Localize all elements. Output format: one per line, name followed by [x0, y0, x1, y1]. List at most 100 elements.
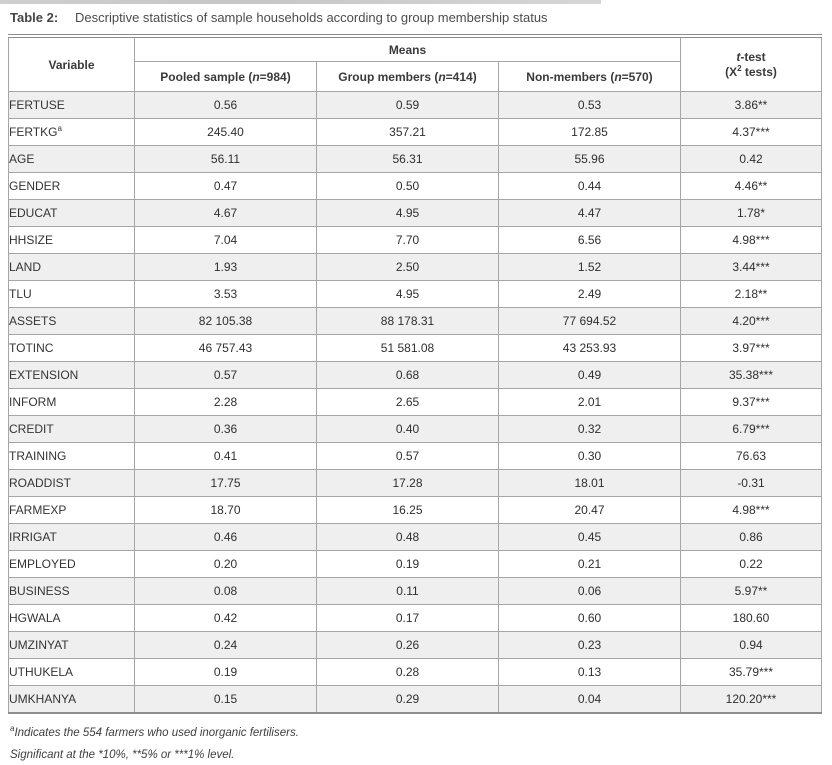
ttest-value: 4.98***: [680, 496, 822, 524]
ttest-value: 120.20***: [680, 685, 822, 714]
mean-value: 245.40: [134, 118, 317, 146]
mean-value: 0.53: [498, 91, 681, 119]
variable-label: ROADDIST: [8, 469, 135, 497]
mean-value: 18.70: [134, 496, 317, 524]
table-footnotes: aIndicates the 554 farmers who used inor…: [10, 725, 832, 763]
mean-value: 0.36: [134, 415, 317, 443]
variable-label: HGWALA: [8, 604, 135, 632]
mean-value: 0.40: [316, 415, 499, 443]
mean-value: 0.68: [316, 361, 499, 389]
variable-label: AGE: [8, 145, 135, 173]
table-row: INFORM 2.28 2.65 2.01 9.37***: [8, 388, 822, 416]
mean-value: 0.57: [134, 361, 317, 389]
mean-value: 4.47: [498, 199, 681, 227]
mean-value: 0.23: [498, 631, 681, 659]
mean-value: 0.46: [134, 523, 317, 551]
ttest-value: 1.78*: [680, 199, 822, 227]
mean-value: 172.85: [498, 118, 681, 146]
ttest-value: 2.18**: [680, 280, 822, 308]
ttest-value: 35.38***: [680, 361, 822, 389]
table-container: Variable Means t-test (X2 tests) Pooled …: [8, 34, 824, 714]
table-row: FERTUSE 0.56 0.59 0.53 3.86**: [8, 91, 822, 119]
mean-value: 0.28: [316, 658, 499, 686]
mean-value: 18.01: [498, 469, 681, 497]
mean-value: 0.26: [316, 631, 499, 659]
variable-label: FERTUSE: [8, 91, 135, 119]
mean-value: 0.30: [498, 442, 681, 470]
mean-value: 51 581.08: [316, 334, 499, 362]
variable-label: LAND: [8, 253, 135, 281]
table-caption: Table 2: Descriptive statistics of sampl…: [0, 0, 832, 29]
mean-value: 0.19: [316, 550, 499, 578]
variable-label: UMKHANYA: [8, 685, 135, 714]
ttest-value: 6.79***: [680, 415, 822, 443]
mean-value: 0.50: [316, 172, 499, 200]
mean-value: 4.67: [134, 199, 317, 227]
ttest-value: 0.94: [680, 631, 822, 659]
variable-label: BUSINESS: [8, 577, 135, 605]
column-header-means: Means: [134, 35, 681, 62]
table-row: EXTENSION 0.57 0.68 0.49 35.38***: [8, 361, 822, 389]
column-header-pooled-sample: Pooled sample (n=984): [134, 61, 317, 92]
mean-value: 56.31: [316, 145, 499, 173]
table-row: TOTINC 46 757.43 51 581.08 43 253.93 3.97***: [8, 334, 822, 362]
table-caption-label: Table 2:: [10, 10, 59, 25]
variable-label: IRRIGAT: [8, 523, 135, 551]
variable-footnote-marker: a: [57, 124, 62, 133]
table-row: GENDER 0.47 0.50 0.44 4.46**: [8, 172, 822, 200]
table-row: AGE 56.11 56.31 55.96 0.42: [8, 145, 822, 173]
variable-label: EXTENSION: [8, 361, 135, 389]
mean-value: 0.56: [134, 91, 317, 119]
table-row: UMKHANYA 0.15 0.29 0.04 120.20***: [8, 685, 822, 714]
variable-label: UMZINYAT: [8, 631, 135, 659]
variable-label: FERTKGa: [8, 118, 135, 146]
mean-value: 0.24: [134, 631, 317, 659]
ttest-value: 5.97**: [680, 577, 822, 605]
table-row: HHSIZE 7.04 7.70 6.56 4.98***: [8, 226, 822, 254]
mean-value: 0.29: [316, 685, 499, 714]
table-row: UTHUKELA 0.19 0.28 0.13 35.79***: [8, 658, 822, 686]
table-row: TRAINING 0.41 0.57 0.30 76.63: [8, 442, 822, 470]
mean-value: 357.21: [316, 118, 499, 146]
variable-label: EDUCAT: [8, 199, 135, 227]
ttest-value: 9.37***: [680, 388, 822, 416]
ttest-value: 0.22: [680, 550, 822, 578]
mean-value: 2.50: [316, 253, 499, 281]
mean-value: 4.95: [316, 280, 499, 308]
ttest-value: 0.86: [680, 523, 822, 551]
mean-value: 16.25: [316, 496, 499, 524]
mean-value: 1.93: [134, 253, 317, 281]
table-row: FARMEXP 18.70 16.25 20.47 4.98***: [8, 496, 822, 524]
mean-value: 17.28: [316, 469, 499, 497]
ttest-value: 3.97***: [680, 334, 822, 362]
table-row: EDUCAT 4.67 4.95 4.47 1.78*: [8, 199, 822, 227]
mean-value: 55.96: [498, 145, 681, 173]
table-body: FERTUSE 0.56 0.59 0.53 3.86** FERTKGa 245.40 35…: [8, 91, 822, 714]
ttest-value: 3.44***: [680, 253, 822, 281]
mean-value: 7.04: [134, 226, 317, 254]
mean-value: 0.06: [498, 577, 681, 605]
table-caption-text: Descriptive statistics of sample househo…: [75, 10, 548, 25]
mean-value: 0.04: [498, 685, 681, 714]
variable-label: ASSETS: [8, 307, 135, 335]
mean-value: 0.48: [316, 523, 499, 551]
mean-value: 0.57: [316, 442, 499, 470]
mean-value: 20.47: [498, 496, 681, 524]
table-row: EMPLOYED 0.20 0.19 0.21 0.22: [8, 550, 822, 578]
ttest-value: 0.42: [680, 145, 822, 173]
ttest-value: 4.46**: [680, 172, 822, 200]
mean-value: 46 757.43: [134, 334, 317, 362]
mean-value: 0.49: [498, 361, 681, 389]
ttest-header-line2: (X2 tests): [725, 63, 777, 79]
variable-label: TRAINING: [8, 442, 135, 470]
table-row: CREDIT 0.36 0.40 0.32 6.79***: [8, 415, 822, 443]
table-row: IRRIGAT 0.46 0.48 0.45 0.86: [8, 523, 822, 551]
column-header-group-members: Group members (n=414): [316, 61, 499, 92]
mean-value: 17.75: [134, 469, 317, 497]
footnote-fertiliser: aIndicates the 554 farmers who used inor…: [10, 724, 299, 739]
table-row: TLU 3.53 4.95 2.49 2.18**: [8, 280, 822, 308]
mean-value: 0.13: [498, 658, 681, 686]
mean-value: 0.21: [498, 550, 681, 578]
table-header: Variable Means t-test (X2 tests) Pooled …: [8, 35, 822, 92]
